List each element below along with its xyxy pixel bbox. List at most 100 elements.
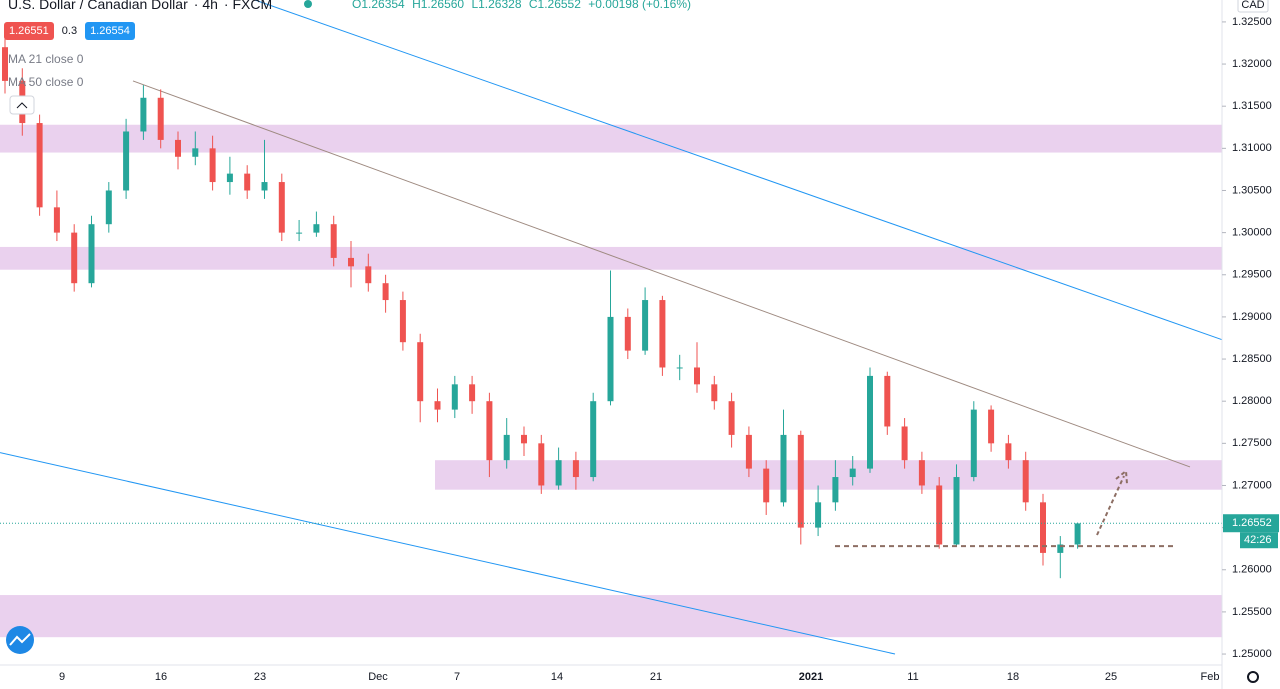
candle-body: [399, 300, 406, 343]
candle-body: [123, 131, 130, 191]
candle-body: [330, 224, 337, 258]
candle-body: [642, 300, 649, 351]
y-tick-label: 1.25500: [1232, 606, 1272, 618]
buy-button[interactable]: 1.26554: [85, 22, 135, 40]
change: +0.00198 (+0.16%): [588, 0, 691, 11]
collapse-button[interactable]: [9, 95, 35, 115]
candle-body: [226, 173, 233, 183]
candle-body: [659, 300, 666, 368]
candle-body: [53, 207, 60, 233]
candle-body: [590, 401, 597, 478]
interval: 4h: [202, 0, 218, 12]
currency: CAD: [1241, 0, 1264, 11]
candle-body: [918, 460, 925, 486]
candle-body: [711, 384, 718, 402]
x-tick-label: 7: [454, 671, 460, 683]
countdown-box: [1240, 532, 1278, 549]
x-tick-label: 21: [650, 671, 662, 683]
collapse-icon: [16, 102, 28, 109]
candle-body: [624, 316, 631, 351]
candle-body: [780, 434, 787, 503]
candle-body: [936, 485, 943, 545]
y-tick-label: 1.30500: [1232, 184, 1272, 196]
candle-body: [555, 460, 562, 486]
y-tick-label: 1.28500: [1232, 353, 1272, 365]
x-tick-label: 11: [907, 671, 918, 683]
x-tick-label: 23: [254, 671, 266, 683]
candle-body: [1040, 502, 1046, 553]
high: H1.26560: [412, 0, 465, 11]
candle-body: [451, 384, 458, 410]
candle-body: [884, 375, 891, 427]
x-tick-label: 16: [155, 671, 167, 683]
candle-body: [244, 173, 251, 191]
y-tick-label: 1.28000: [1232, 395, 1272, 407]
symbol: U.S. Dollar / Canadian Dollar: [8, 0, 188, 12]
candle-body: [503, 434, 510, 461]
x-tick-label: 14: [551, 671, 563, 683]
candle-body: [365, 266, 372, 284]
x-tick-label: 18: [1007, 671, 1019, 683]
zone: [0, 246, 1222, 270]
candle-body: [1022, 460, 1029, 503]
candle-body: [1074, 523, 1081, 545]
y-tick-label: 1.26000: [1232, 564, 1272, 576]
candle-body: [313, 224, 320, 233]
candle-body: [175, 139, 181, 157]
candle-body: [970, 409, 977, 478]
candle-body: [140, 97, 147, 132]
candle-body: [538, 443, 545, 486]
candle-body: [815, 502, 822, 528]
candle-body: [36, 123, 43, 208]
y-tick-label: 1.27500: [1232, 437, 1272, 449]
countdown: 42:26: [1244, 534, 1272, 546]
y-tick-label: 1.29000: [1232, 311, 1272, 323]
last-price-label: 1.26552: [1232, 517, 1272, 529]
x-tick-label: Feb: [1201, 671, 1220, 683]
candle-body: [192, 148, 199, 157]
y-tick-label: 1.25000: [1232, 648, 1272, 660]
candle-body: [434, 401, 441, 410]
candle-body: [71, 232, 78, 284]
status-dot: [304, 0, 312, 8]
candle-body: [278, 182, 285, 233]
candle-body: [728, 401, 735, 435]
y-tick-label: 1.31000: [1232, 142, 1272, 154]
candle-body: [901, 426, 908, 461]
candle-body: [1005, 443, 1012, 461]
settings-icon[interactable]: [1247, 671, 1259, 683]
candle-body: [797, 434, 804, 528]
candle-body: [763, 468, 770, 503]
candle-body: [88, 224, 95, 284]
trendline: [254, 0, 1223, 341]
logo-mark: [9, 633, 31, 646]
y-tick-label: 1.31500: [1232, 100, 1272, 112]
zone: [0, 595, 1222, 638]
y-tick-label: 1.29500: [1232, 269, 1272, 281]
x-tick-label: 25: [1105, 671, 1117, 683]
zone: [435, 460, 1222, 490]
candle-body: [676, 367, 683, 369]
candle-body: [849, 468, 856, 478]
low: L1.26328: [471, 0, 522, 11]
symbol-header: U.S. Dollar / Canadian Dollar · 4h · FXCM: [8, 0, 278, 12]
candle-body: [607, 316, 614, 402]
y-tick-label: 1.30000: [1232, 227, 1272, 239]
y-tick-label: 1.32500: [1232, 16, 1272, 28]
indicator[interactable]: MA 50 close 0: [8, 75, 84, 89]
trade-panel: 1.26551 0.3 1.26554: [4, 22, 135, 40]
candle-body: [1057, 544, 1064, 553]
indicator[interactable]: MA 21 close 0: [8, 52, 84, 66]
y-tick-label: 1.27000: [1232, 479, 1272, 491]
plot: [0, 0, 1223, 655]
sell-button[interactable]: 1.26551: [4, 22, 54, 40]
candle-body: [953, 477, 960, 545]
candle-body: [209, 148, 216, 183]
trendline: [0, 452, 896, 655]
candle-body: [867, 375, 873, 469]
x-tick-label: 2021: [799, 671, 823, 683]
candle-body: [832, 477, 839, 503]
y-tick-label: 1.32000: [1232, 58, 1272, 70]
